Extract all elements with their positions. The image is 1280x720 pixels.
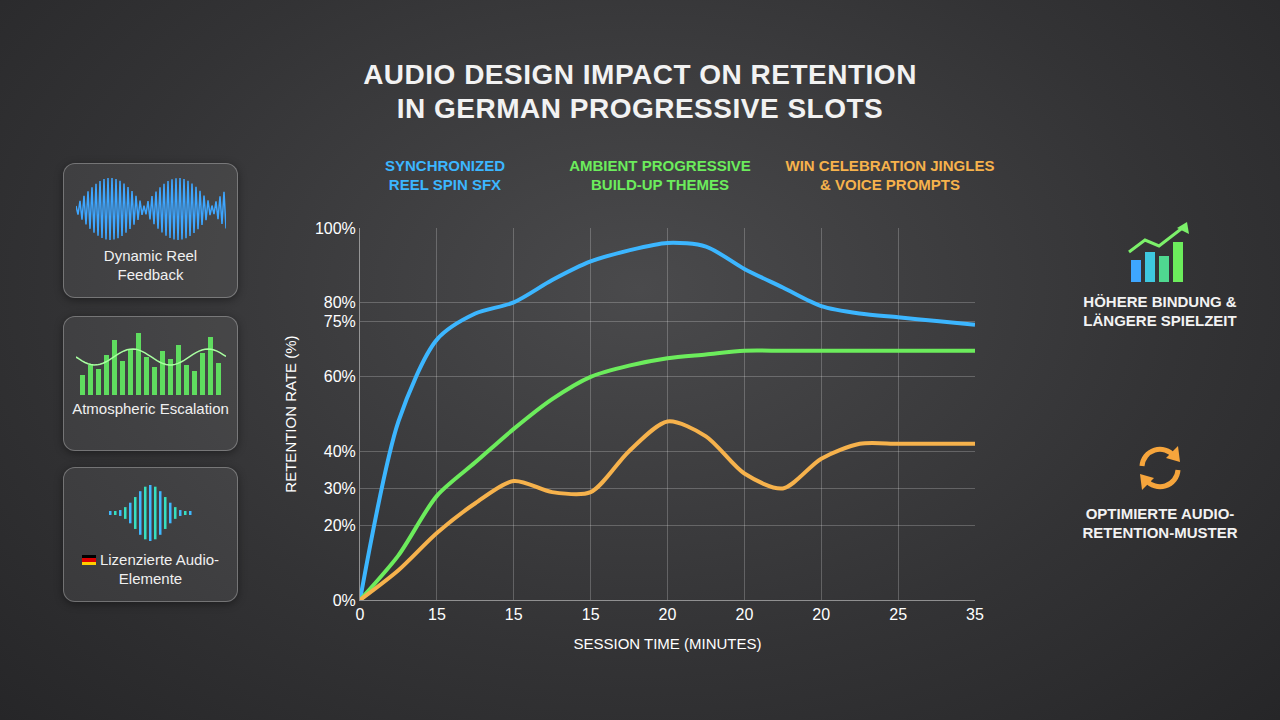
svg-text:40%: 40% bbox=[324, 443, 356, 460]
html-text:WIN CELEBRATION JINGLES: WIN CELEBRATION JINGLES bbox=[785, 157, 995, 174]
svg-text:RETENTION RATE (%): RETENTION RATE (%) bbox=[282, 335, 299, 492]
svg-text:20%: 20% bbox=[324, 517, 356, 534]
svg-text:20: 20 bbox=[812, 606, 830, 623]
html-text:AUDIO DESIGN IMPACT ON RETENTI: AUDIO DESIGN IMPACT ON RETENTION bbox=[363, 59, 917, 90]
svg-text:100%: 100% bbox=[315, 220, 356, 237]
html-text:BUILD-UP THEMES: BUILD-UP THEMES bbox=[591, 176, 729, 193]
svg-text:15: 15 bbox=[505, 606, 523, 623]
svg-text:15: 15 bbox=[582, 606, 600, 623]
html-text:AMBIENT PROGRESSIVE: AMBIENT PROGRESSIVE bbox=[569, 157, 751, 174]
svg-text:15: 15 bbox=[428, 606, 446, 623]
svg-text:30%: 30% bbox=[324, 480, 356, 497]
svg-text:35: 35 bbox=[966, 606, 984, 623]
html-text:& VOICE PROMPTS: & VOICE PROMPTS bbox=[820, 176, 960, 193]
svg-text:60%: 60% bbox=[324, 368, 356, 385]
svg-text:0%: 0% bbox=[333, 592, 356, 609]
svg-text:75%: 75% bbox=[324, 313, 356, 330]
html-text:IN GERMAN PROGRESSIVE SLOTS: IN GERMAN PROGRESSIVE SLOTS bbox=[396, 93, 884, 124]
svg-text:20: 20 bbox=[735, 606, 753, 623]
svg-text:80%: 80% bbox=[324, 294, 356, 311]
html-text:SYNCHRONIZED: SYNCHRONIZED bbox=[385, 157, 505, 174]
html-text:Atmospheric Escalation: Atmospheric Escalation bbox=[72, 400, 229, 417]
html-text:REEL SPIN SFX: REEL SPIN SFX bbox=[388, 176, 502, 193]
svg-text:20: 20 bbox=[659, 606, 677, 623]
svg-text:25: 25 bbox=[889, 606, 907, 623]
svg-text:SESSION TIME (MINUTES): SESSION TIME (MINUTES) bbox=[573, 635, 761, 652]
html-text:Lizenzierte Audio-Elemente: Lizenzierte Audio-Elemente bbox=[99, 551, 220, 587]
svg-text:0: 0 bbox=[356, 606, 365, 623]
html-text:Dynamic Reel Feedback: Dynamic Reel Feedback bbox=[103, 247, 198, 283]
html-text:HÖHERE BINDUNG & LÄNGERE SPIEL: HÖHERE BINDUNG & LÄNGERE SPIELZEIT bbox=[1083, 293, 1237, 329]
html-text:OPTIMIERTE AUDIO-RETENTION-MUS: OPTIMIERTE AUDIO-RETENTION-MUSTER bbox=[1082, 505, 1238, 541]
